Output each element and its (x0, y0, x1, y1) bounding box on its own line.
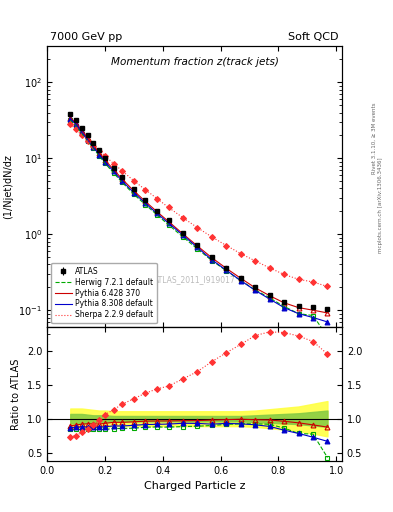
X-axis label: Charged Particle z: Charged Particle z (144, 481, 245, 491)
Text: Momentum fraction z(track jets): Momentum fraction z(track jets) (110, 57, 279, 67)
Text: Soft QCD: Soft QCD (288, 32, 339, 42)
Text: 7000 GeV pp: 7000 GeV pp (50, 32, 122, 42)
Text: Rivet 3.1.10, ≥ 3M events: Rivet 3.1.10, ≥ 3M events (372, 102, 376, 174)
Legend: ATLAS, Herwig 7.2.1 default, Pythia 6.428 370, Pythia 8.308 default, Sherpa 2.2.: ATLAS, Herwig 7.2.1 default, Pythia 6.42… (51, 263, 157, 323)
Y-axis label: (1/Njet)dN/dz: (1/Njet)dN/dz (3, 154, 13, 219)
Text: mcplots.cern.ch [arXiv:1306.3436]: mcplots.cern.ch [arXiv:1306.3436] (378, 157, 383, 252)
Y-axis label: Ratio to ATLAS: Ratio to ATLAS (11, 358, 21, 430)
Text: ATLAS_2011_I919017: ATLAS_2011_I919017 (154, 275, 235, 284)
